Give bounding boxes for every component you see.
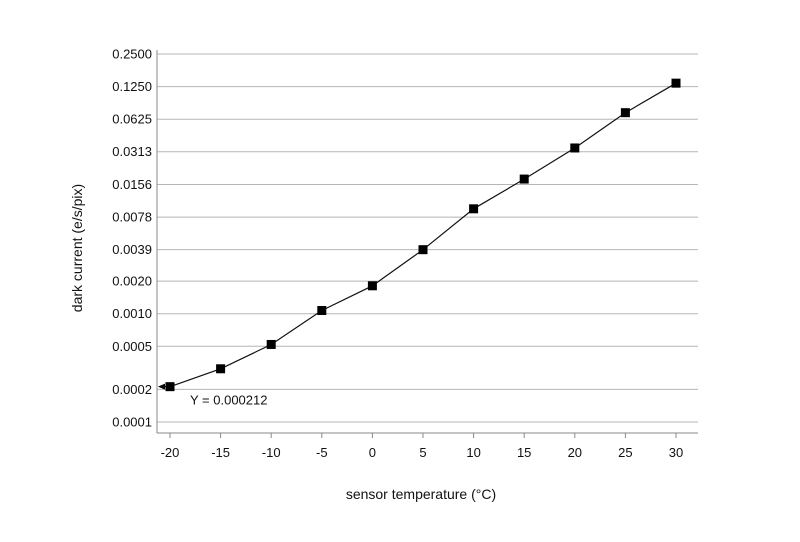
- data-point: [216, 364, 226, 374]
- series-line: [169, 82, 677, 388]
- x-tick-labels: -20 -15 -10 -5 0 5 10 15 20 25 30: [161, 445, 684, 460]
- data-point: [570, 143, 580, 153]
- x-tick-label: -5: [316, 445, 328, 460]
- y-tick-label: 0.0156: [112, 177, 152, 192]
- data-point: [519, 174, 529, 184]
- data-point: [620, 108, 630, 118]
- data-point: [165, 382, 175, 392]
- y-tick-labels: 0.0001 0.0002 0.0005 0.0010 0.0020 0.0039 0.00…: [112, 47, 152, 430]
- y-tick-label: 0.0039: [112, 242, 152, 257]
- data-point: [469, 204, 479, 214]
- y-tick-label: 0.0002: [112, 382, 152, 397]
- y-tick-label: 0.1250: [112, 79, 152, 94]
- annotations: Y = 0.000212: [158, 383, 267, 408]
- x-tick-label: 20: [568, 445, 582, 460]
- y-tick-label: 0.0005: [112, 339, 152, 354]
- data-series: [165, 78, 681, 392]
- y-axis-title: dark current (e/s/pix): [69, 184, 85, 312]
- y-tick-label: 0.2500: [112, 47, 152, 62]
- data-point: [317, 306, 327, 316]
- x-tick-label: 0: [369, 445, 376, 460]
- x-tick-label: 30: [669, 445, 683, 460]
- x-tick-label: -15: [211, 445, 230, 460]
- axes: [156, 50, 698, 438]
- x-tick-label: -20: [161, 445, 180, 460]
- annotation-label: Y = 0.000212: [190, 393, 267, 408]
- data-point: [367, 281, 377, 291]
- grid-lines: [157, 53, 698, 423]
- data-point: [266, 339, 276, 349]
- x-tick-label: 15: [517, 445, 531, 460]
- x-tick-label: -10: [262, 445, 281, 460]
- data-point: [418, 245, 428, 255]
- x-tick-label: 10: [466, 445, 480, 460]
- y-tick-label: 0.0625: [112, 112, 152, 127]
- x-tick-label: 5: [419, 445, 426, 460]
- y-tick-label: 0.0078: [112, 210, 152, 225]
- data-point: [671, 78, 681, 88]
- y-tick-label: 0.0001: [112, 415, 152, 430]
- x-axis-title: sensor temperature (°C): [346, 486, 496, 502]
- y-tick-label: 0.0020: [112, 274, 152, 289]
- y-tick-label: 0.0010: [112, 306, 152, 321]
- x-tick-label: 25: [618, 445, 632, 460]
- y-tick-label: 0.0313: [112, 144, 152, 159]
- annotation-arrowhead: [158, 383, 165, 390]
